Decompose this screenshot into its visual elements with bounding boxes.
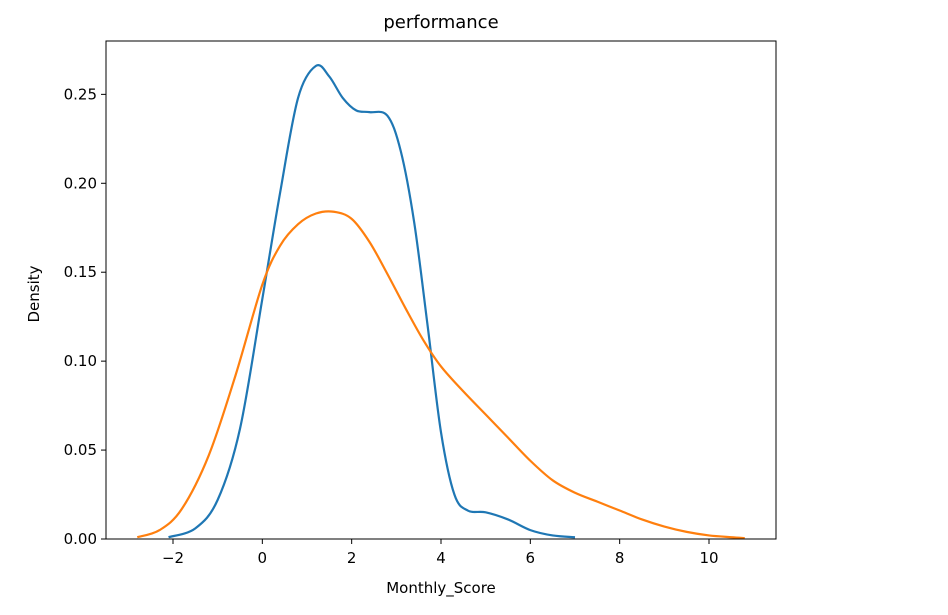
- y-tick-label: 0.15: [64, 263, 97, 281]
- density-curve-1: [168, 64, 576, 539]
- plot-frame: [105, 40, 777, 540]
- x-tick-label: 8: [615, 549, 625, 567]
- x-tick-label: 10: [699, 549, 718, 567]
- density-curve-2: [136, 210, 745, 540]
- x-tick-label: −2: [162, 549, 184, 567]
- plot-lines: [136, 64, 745, 540]
- x-tick-label: 4: [436, 549, 446, 567]
- x-axis-ticks: −2 0 2 4 6 8 10: [162, 539, 719, 567]
- x-axis-label: Monthly_Score: [386, 579, 496, 598]
- y-axis-label: Density: [25, 265, 43, 322]
- x-tick-label: 6: [526, 549, 536, 567]
- y-tick-label: 0.10: [64, 352, 97, 370]
- y-tick-label: 0.00: [64, 530, 97, 548]
- x-tick-label: 0: [258, 549, 268, 567]
- y-tick-label: 0.20: [64, 174, 97, 192]
- y-tick-label: 0.05: [64, 441, 97, 459]
- y-tick-label: 0.25: [64, 85, 97, 103]
- x-tick-label: 2: [347, 549, 357, 567]
- chart-title: performance: [383, 12, 498, 33]
- y-axis-ticks: 0.00 0.05 0.10 0.15 0.20 0.25: [64, 85, 106, 548]
